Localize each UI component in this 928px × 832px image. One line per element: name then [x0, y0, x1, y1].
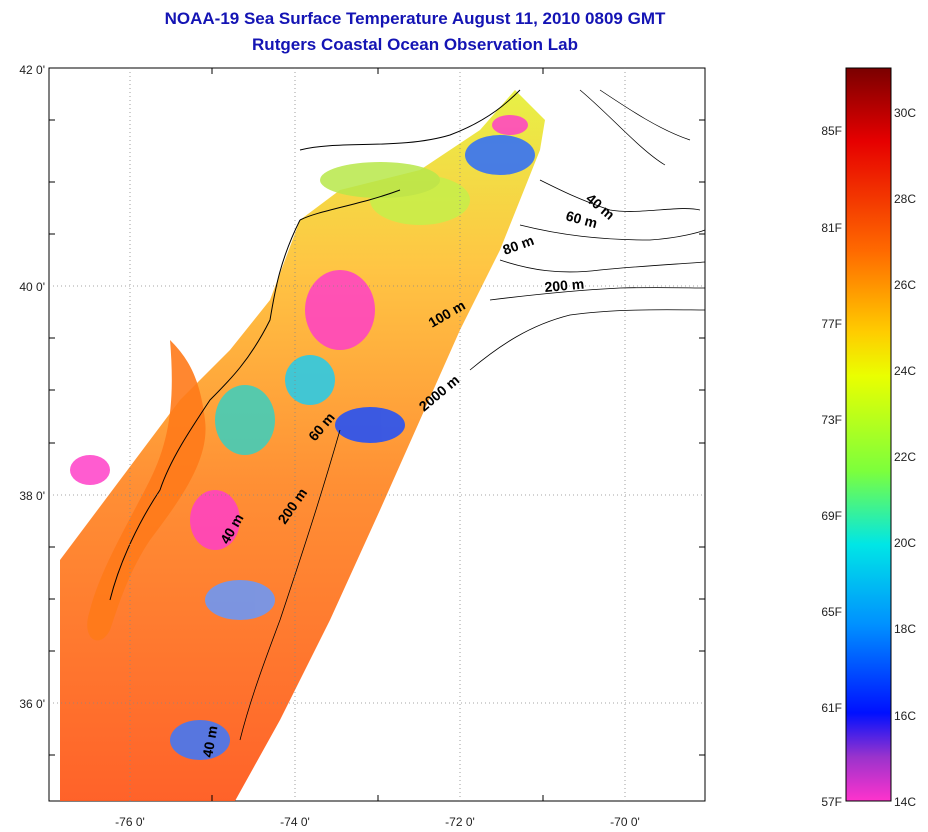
colorbar-c-label: 22C — [894, 450, 916, 464]
lon-tick-label: -74 0' — [280, 815, 310, 829]
shelf-break-contours — [239, 179, 706, 741]
map-title: NOAA-19 Sea Surface Temperature August 1… — [164, 9, 666, 28]
colorbar-f-label: 57F — [821, 795, 842, 809]
coastline — [109, 89, 521, 601]
colorbar-c-label: 16C — [894, 709, 916, 723]
colorbar-c-label: 26C — [894, 278, 916, 292]
cool-water-patches — [70, 115, 535, 760]
colorbar-f-label: 61F — [821, 701, 842, 715]
colorbar-c-label: 20C — [894, 536, 916, 550]
chesapeake-bay — [87, 340, 206, 641]
lat-tick-label: 38 0' — [19, 489, 45, 503]
lat-tick-label: 42 0' — [19, 63, 45, 77]
lon-tick-label: -76 0' — [115, 815, 145, 829]
colorbar-f-label: 85F — [821, 124, 842, 138]
colorbar-c-label: 28C — [894, 192, 916, 206]
colorbar-gradient — [845, 67, 892, 802]
colorbar-c-label: 30C — [894, 106, 916, 120]
colorbar-c-label: 24C — [894, 364, 916, 378]
sst-swath — [60, 90, 545, 801]
nantucket-shoals — [579, 89, 691, 166]
colorbar-c-label: 14C — [894, 795, 916, 809]
colorbar-f-label: 81F — [821, 221, 842, 235]
axis-ticks — [49, 68, 705, 801]
lon-tick-label: -72 0' — [445, 815, 475, 829]
lat-tick-label: 36 0' — [19, 697, 45, 711]
lon-tick-label: -70 0' — [610, 815, 640, 829]
colorbar-f-label: 69F — [821, 509, 842, 523]
graticule — [49, 68, 705, 801]
depth-label: 200 m — [544, 276, 585, 295]
colorbar-f-label: 73F — [821, 413, 842, 427]
depth-label: 40 m — [199, 724, 220, 758]
colorbar-f-label: 77F — [821, 317, 842, 331]
map-subtitle: Rutgers Coastal Ocean Observation Lab — [252, 35, 578, 54]
colorbar-c-label: 18C — [894, 622, 916, 636]
colorbar-f-label: 65F — [821, 605, 842, 619]
depth-label: 60 m — [564, 207, 599, 231]
lat-tick-label: 40 0' — [19, 280, 45, 294]
